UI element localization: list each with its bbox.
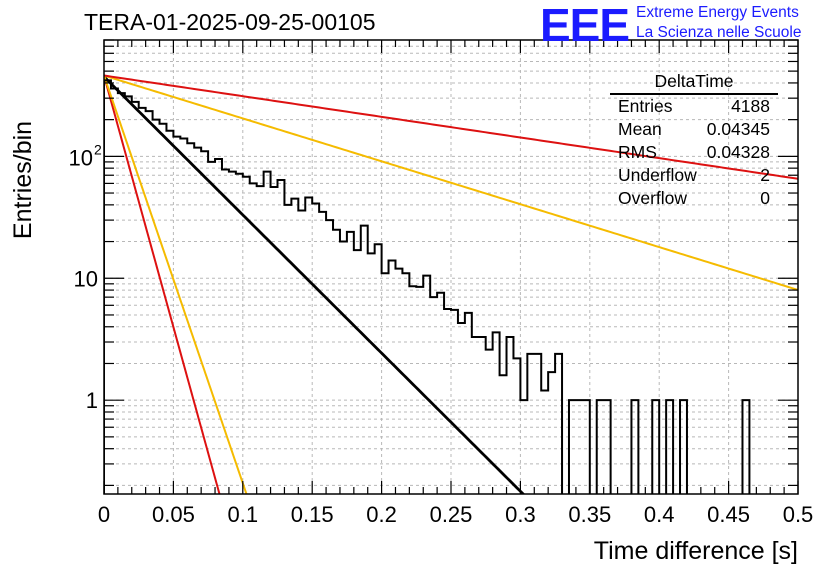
x-tick-label: 0.5 [783, 502, 814, 527]
y-tick-exponent: 2 [94, 141, 102, 157]
stats-label: Overflow [618, 188, 688, 208]
y-tick-label: 10 [69, 145, 93, 170]
x-axis-label: Time difference [s] [594, 537, 798, 565]
stats-value: 0.04328 [706, 142, 770, 162]
stats-row-overflow: Overflow 0 [610, 187, 778, 210]
x-tick-label: 0.35 [568, 502, 611, 527]
x-tick-label: 0.05 [152, 502, 195, 527]
y-tick-label: 1 [86, 388, 98, 413]
x-tick-label: 0.15 [291, 502, 334, 527]
stats-label: Mean [618, 119, 662, 139]
curve-reference-slow-red [104, 74, 798, 180]
run-title: TERA-01-2025-09-25-00105 [84, 9, 376, 35]
stats-row-underflow: Underflow 2 [610, 164, 778, 187]
stats-value: 0.04345 [706, 119, 770, 139]
stats-label: Underflow [618, 165, 697, 185]
grid [103, 39, 799, 494]
histogram [104, 79, 751, 494]
x-tick-label: 0.4 [644, 502, 675, 527]
y-tick-label: 10 [74, 266, 98, 291]
stats-value: 0 [760, 188, 770, 208]
stats-value: 2 [760, 165, 770, 185]
x-tick-label: 0.2 [366, 502, 397, 527]
y-axis-label: Entries/bin [9, 121, 37, 239]
stats-value: 4188 [731, 96, 770, 116]
curve-reference-fast-red [104, 75, 221, 494]
x-tick-label: 0.25 [430, 502, 473, 527]
axes [103, 39, 799, 495]
x-tick-label: 0.3 [505, 502, 536, 527]
stats-label: RMS [618, 142, 657, 162]
curves [104, 74, 798, 494]
curve-reference-slow-yellow [104, 74, 798, 291]
stats-box: DeltaTime Entries 4188 Mean 0.04345 RMS … [610, 70, 778, 210]
x-tick-label: 0 [98, 502, 110, 527]
logo-subtitle-1: Extreme Energy Events [636, 4, 799, 21]
curve-reference-fast-yellow [104, 75, 248, 494]
histogram-outline [104, 79, 751, 494]
stats-row-entries: Entries 4188 [610, 95, 778, 118]
stats-row-mean: Mean 0.04345 [610, 118, 778, 141]
eee-logo: EEE [540, 0, 630, 51]
stats-title: DeltaTime [610, 70, 778, 95]
tick-labels: 0 0.05 0.1 0.15 0.2 0.25 0.3 0.35 0.4 0.45 0.5 1 10 1… [69, 141, 814, 527]
stats-row-rms: RMS 0.04328 [610, 141, 778, 164]
logo-subtitle-2: La Scienza nelle Scuole [636, 24, 802, 41]
stats-label: Entries [618, 96, 673, 116]
curve-exponential-fit [104, 75, 526, 494]
x-tick-label: 0.1 [228, 502, 259, 527]
x-tick-label: 0.45 [707, 502, 750, 527]
